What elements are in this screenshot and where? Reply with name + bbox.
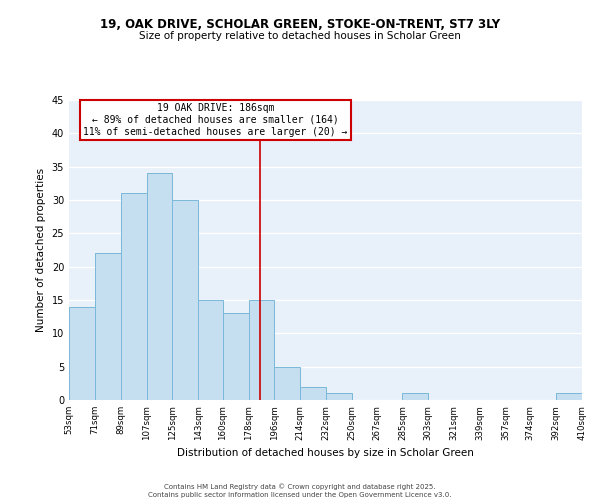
Y-axis label: Number of detached properties: Number of detached properties [36, 168, 46, 332]
Bar [69, 306, 95, 400]
Bar [95, 254, 121, 400]
Bar [172, 200, 199, 400]
Bar [199, 300, 223, 400]
Bar [248, 300, 274, 400]
Text: Contains HM Land Registry data © Crown copyright and database right 2025.
Contai: Contains HM Land Registry data © Crown c… [148, 484, 452, 498]
Bar [403, 394, 428, 400]
Text: 19 OAK DRIVE: 186sqm
← 89% of detached houses are smaller (164)
11% of semi-deta: 19 OAK DRIVE: 186sqm ← 89% of detached h… [83, 104, 348, 136]
Text: 19, OAK DRIVE, SCHOLAR GREEN, STOKE-ON-TRENT, ST7 3LY: 19, OAK DRIVE, SCHOLAR GREEN, STOKE-ON-T… [100, 18, 500, 30]
Bar [556, 394, 582, 400]
X-axis label: Distribution of detached houses by size in Scholar Green: Distribution of detached houses by size … [177, 448, 474, 458]
Bar [274, 366, 301, 400]
Bar [326, 394, 352, 400]
Bar [301, 386, 326, 400]
Bar [121, 194, 146, 400]
Bar [223, 314, 248, 400]
Bar [146, 174, 172, 400]
Text: Size of property relative to detached houses in Scholar Green: Size of property relative to detached ho… [139, 31, 461, 41]
